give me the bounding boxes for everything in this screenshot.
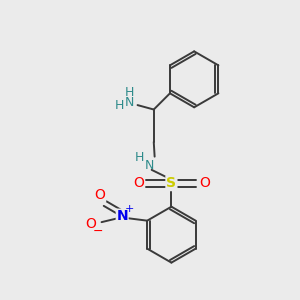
Text: N: N <box>116 209 128 223</box>
Text: O: O <box>133 176 144 190</box>
Text: +: + <box>125 204 134 214</box>
Text: O: O <box>85 217 96 231</box>
Text: O: O <box>94 188 106 202</box>
Text: H: H <box>125 86 135 99</box>
Text: H: H <box>115 99 124 112</box>
Text: H: H <box>134 151 144 164</box>
Text: N: N <box>145 159 154 172</box>
Text: S: S <box>167 176 176 190</box>
Text: −: − <box>93 225 103 239</box>
Text: N: N <box>125 96 135 109</box>
Text: O: O <box>199 176 210 190</box>
